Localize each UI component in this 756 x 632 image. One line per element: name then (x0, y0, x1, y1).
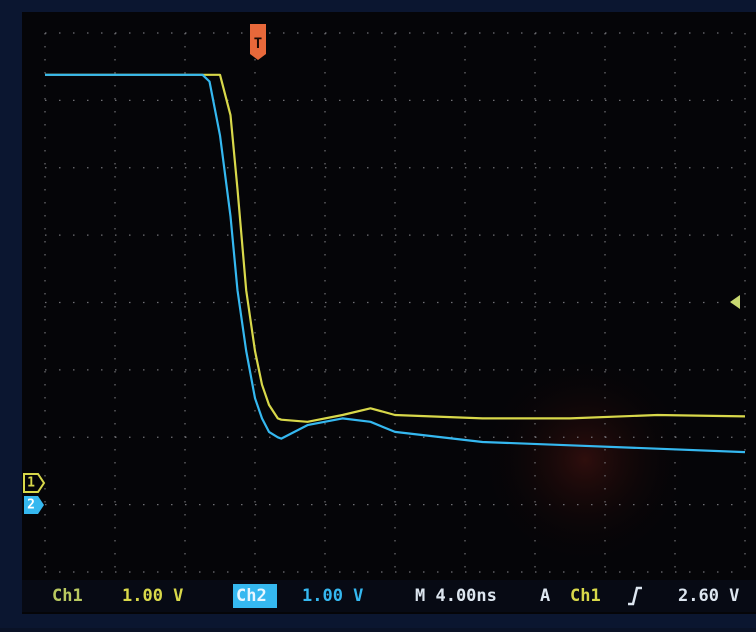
trigger-source: Ch1 (570, 586, 601, 606)
oscilloscope: T 1 2 Ch1 1.00 V Ch2 1.00 V M 4.00ns A C… (0, 0, 756, 628)
ch1-label: Ch1 (52, 586, 83, 606)
ch1-ground-label: 1 (27, 476, 35, 491)
ch1-scale: 1.00 V (122, 586, 183, 606)
trigger-marker-label: T (254, 36, 262, 52)
trigger-prefix: A (540, 586, 550, 606)
trigger-level: 2.60 V (678, 586, 739, 606)
timebase: M 4.00ns (415, 586, 497, 606)
ch2-scale: 1.00 V (302, 586, 363, 606)
glare (475, 350, 695, 570)
ch2-ground-label: 2 (27, 498, 35, 513)
ch2-label: Ch2 (236, 586, 267, 606)
